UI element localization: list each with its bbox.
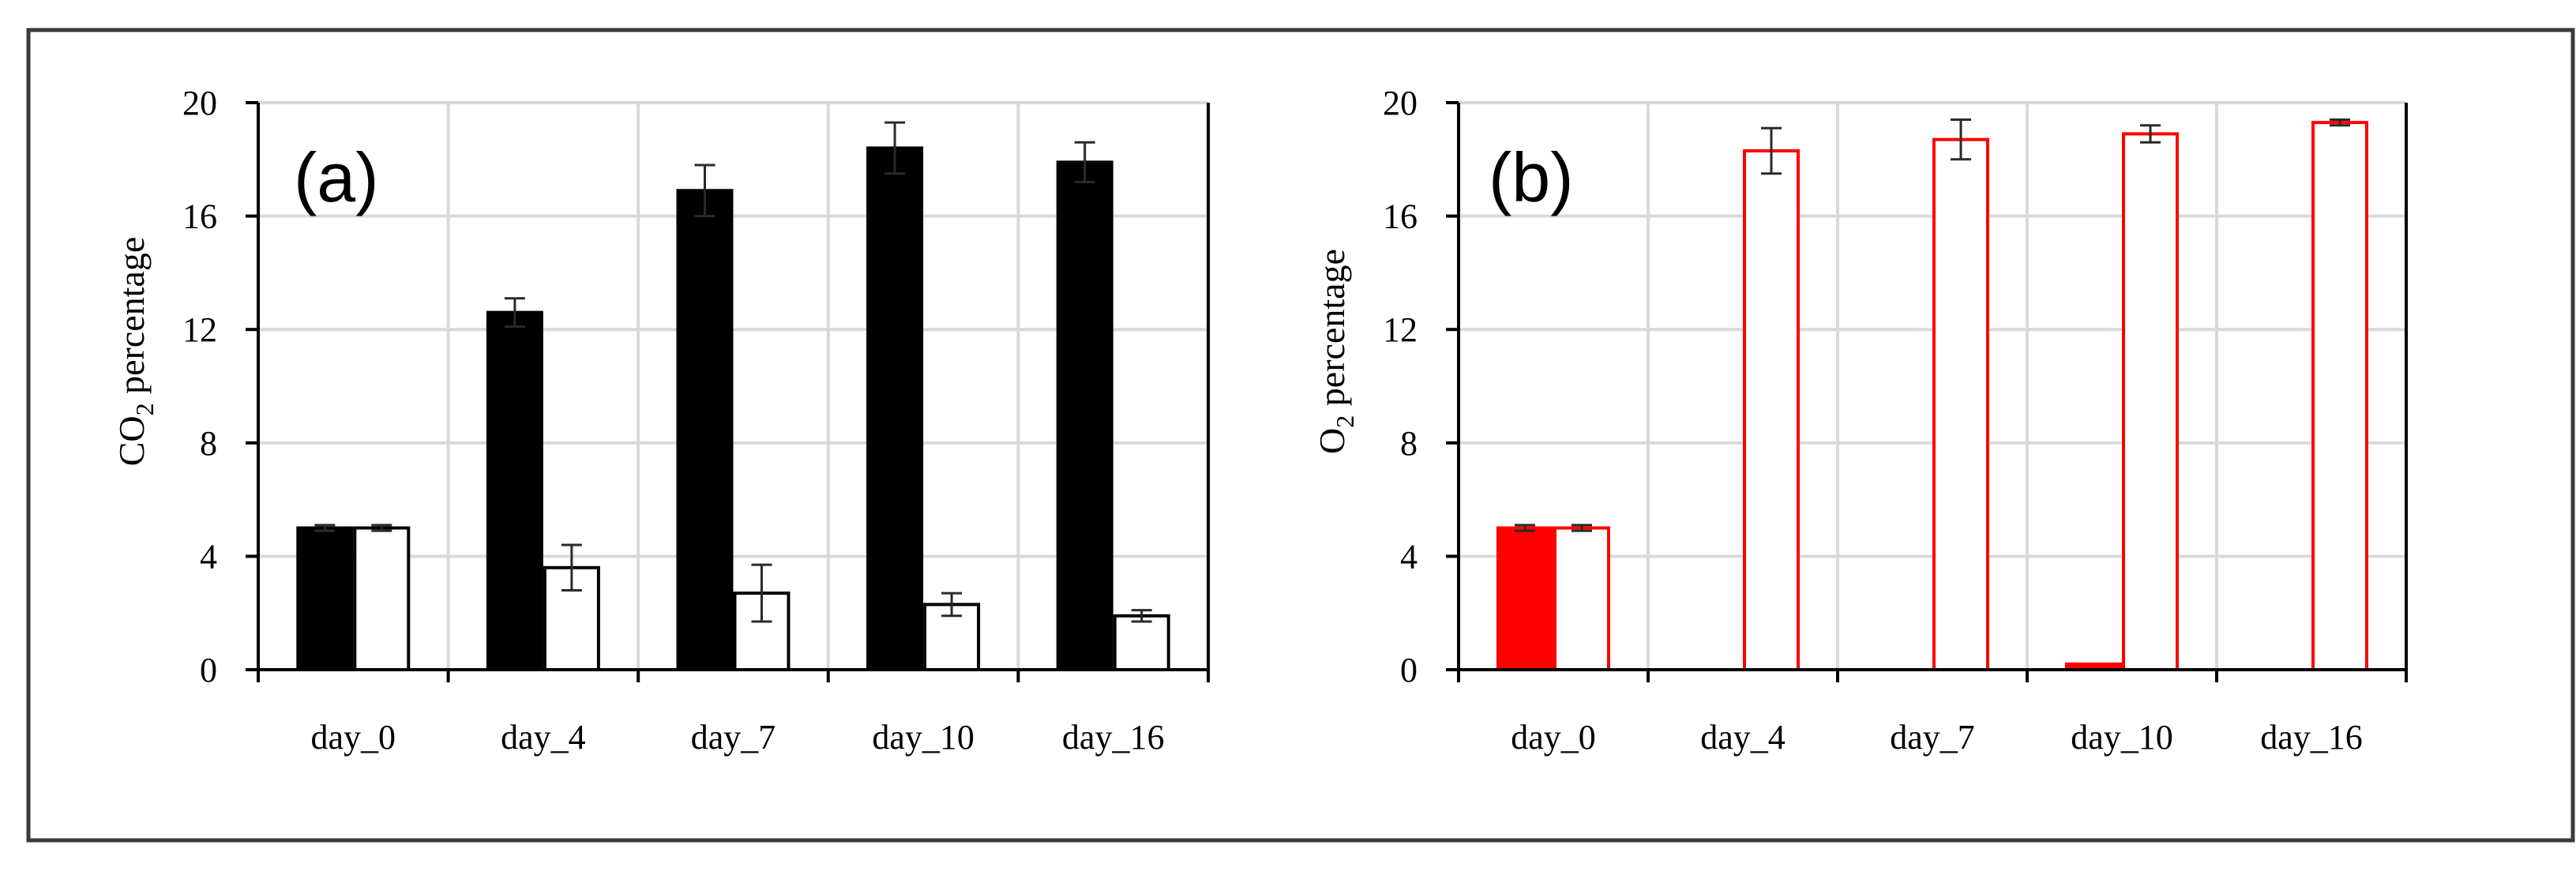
bar-b-s2-day_4 [1743,149,1800,671]
y-tick-label-a: 20 [182,84,217,122]
axes-b: 0 4 8 12 16 20 day_0 day_4 day_7 day_10 day_16 [1383,84,2408,757]
y-tick-label-a: 12 [182,310,217,349]
bar-b-s2-day_16 [2311,121,2368,671]
bar-a-s1-day_4 [486,310,543,671]
bar-a-s1-day_16 [1056,160,1113,671]
x-tick-label-a: day_7 [691,718,776,757]
bar-a-s2-day_0 [353,526,411,671]
bar-a-s1-day_10 [866,146,924,671]
y-tick-label-b: 4 [1400,537,1418,576]
x-tick-label-b: day_0 [1511,718,1596,757]
y-tick-label-a: 8 [200,424,217,463]
bars-a [296,121,1170,672]
y-axis-label-a: CO2 percentage [111,237,159,467]
x-tick-label-b: day_16 [2260,718,2363,757]
bar-b-s2-day_10 [2122,132,2179,672]
x-tick-label-a: day_4 [501,718,586,757]
x-tick-label-b: day_10 [2071,718,2173,757]
bar-b-s2-day_0 [1553,526,1610,671]
x-tick-label-a: day_16 [1062,718,1165,757]
y-tick-label-b: 8 [1400,424,1418,463]
bar-b-s2-day_7 [1932,137,1989,672]
y-tick-label-a: 0 [200,651,217,689]
y-tick-label-a: 4 [200,537,217,576]
x-tick-label-b: day_7 [1890,718,1975,757]
bars-b [1496,118,2368,672]
figure-frame [26,28,2575,843]
y-tick-label-b: 12 [1383,310,1418,349]
y-tick-label-b: 16 [1383,197,1418,236]
bar-a-s1-day_7 [676,189,734,672]
x-tick-label-b: day_4 [1700,718,1786,757]
y-axis-label-b: O2 percentage [1312,249,1359,454]
panel-a: 0 4 8 12 16 20 day_0 day_4 day_7 day_10 day_16 (a)… [111,84,1210,757]
y-tick-label-a: 16 [182,197,217,236]
panel-label-a: (a) [294,138,379,216]
axes-a: 0 4 8 12 16 20 day_0 day_4 day_7 day_10 day_16 [182,84,1210,757]
y-tick-label-b: 0 [1400,651,1418,689]
x-tick-label-a: day_10 [872,718,974,757]
bar-b-s1-day_0 [1496,526,1553,671]
y-tick-label-b: 20 [1383,84,1418,122]
x-tick-label-a: day_0 [311,718,396,757]
panel-b: 0 4 8 12 16 20 day_0 day_4 day_7 day_10 day_16 (b)… [1312,84,2408,757]
bar-a-s1-day_0 [296,526,354,671]
panel-label-b: (b) [1489,138,1574,216]
bar-a-s2-day_16 [1113,614,1170,671]
